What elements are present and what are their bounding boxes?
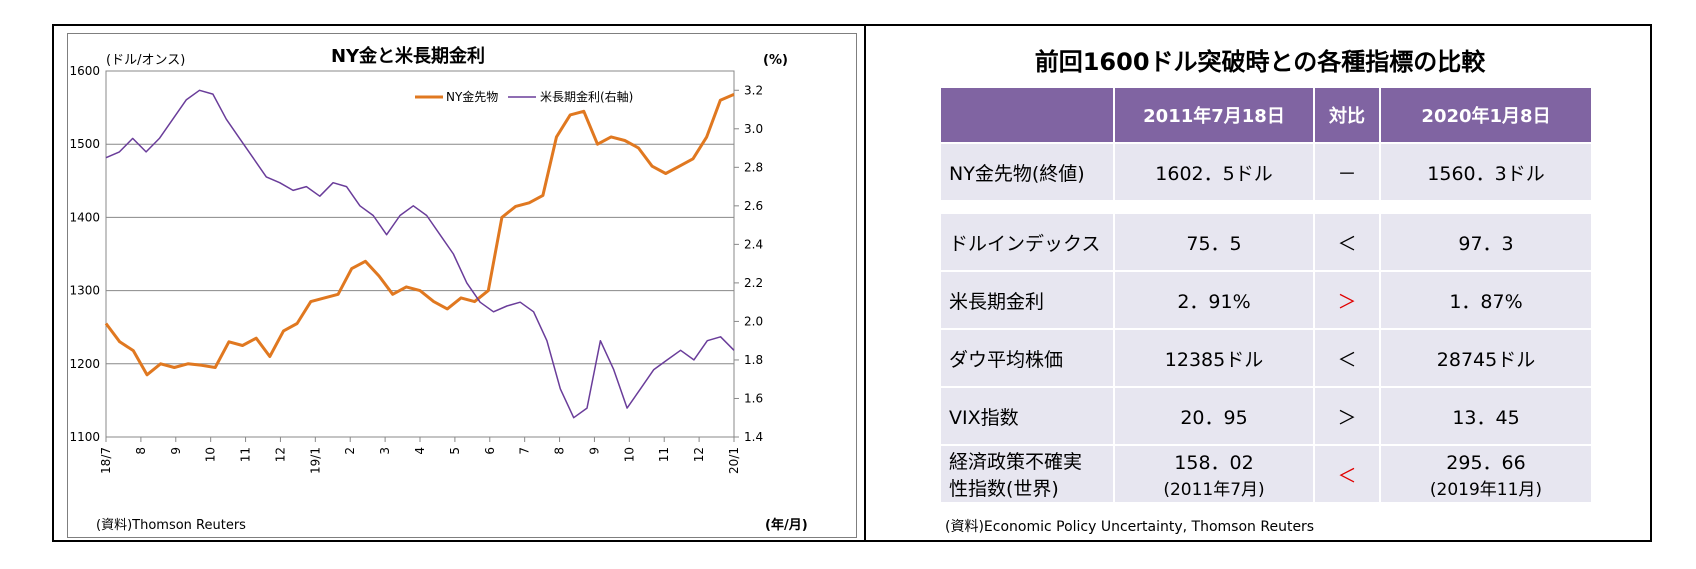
panel-divider [864,24,866,542]
comparison-source: (資料)Economic Policy Uncertainty, Thomson… [945,519,1315,535]
x-tick-label: 9 [587,447,601,455]
y-left-tick-label: 1300 [69,284,100,298]
outer-frame [52,24,1652,542]
row-label-line2: 性指数(世界) [949,478,1059,500]
y-right-tick-label: 2.0 [744,314,763,328]
x-tick-label: 3 [378,447,392,455]
x-tick-label: 20/1 [727,447,741,474]
row-label-line1: 経済政策不確実 [949,451,1083,473]
rate-series-line [105,89,735,419]
y-right-tick-label: 3.0 [744,122,763,136]
compare-sign: ＜ [1315,330,1379,386]
value-2020-main: 295．66 [1446,452,1526,474]
compare-sign: － [1315,144,1379,200]
x-tick-label: 10 [622,447,636,462]
legend-gold-label: NY金先物 [446,89,498,104]
table-row: 米長期金利 2．91% ＞ 1．87% [941,272,1591,328]
x-tick-label: 9 [169,447,183,455]
chart-svg: NY金と米長期金利 (ドル/オンス) (%) (年/月) (資料)Thomson… [69,45,808,533]
x-tick-label: 8 [134,447,148,455]
chart-source: (資料)Thomson Reuters [96,518,246,533]
x-unit: (年/月) [765,517,808,533]
header-2011: 2011年7月18日 [1115,88,1313,142]
y-right-tick-label: 1.4 [744,430,763,444]
row-gap [941,202,1591,212]
value-2020: 295．66 (2019年11月) [1381,446,1591,502]
table-header-row: 2011年7月18日 対比 2020年1月8日 [941,88,1591,142]
chart-title: NY金と米長期金利 [331,45,485,67]
comparison-table: 2011年7月18日 対比 2020年1月8日 NY金先物(終値) 1602．5… [939,86,1593,504]
y-right-tick-label: 2.2 [744,276,763,290]
x-tick-label: 6 [483,447,497,455]
x-tick-label: 7 [518,447,532,455]
value-2020-sub: (2019年11月) [1429,480,1543,500]
compare-sign: ＞ [1315,272,1379,328]
y-right-tick-label: 2.8 [744,160,763,174]
x-tick-label: 12 [273,447,287,462]
y-right-tick-label: 3.2 [744,83,763,97]
x-tick-label: 11 [239,447,253,462]
gold-series-line [104,93,735,377]
y-left-tick-label: 1100 [69,430,100,444]
x-tick-label: 5 [448,447,462,455]
value-2020: 13．45 [1381,388,1591,444]
x-tick-label: 2 [343,447,357,455]
header-empty [941,88,1113,142]
compare-sign: ＜ [1315,446,1379,502]
y-right-tick-label: 2.4 [744,237,763,251]
table-row: 経済政策不確実 性指数(世界) 158．02 (2011年7月) ＜ 295．6… [941,446,1591,502]
row-label: ダウ平均株価 [941,330,1113,386]
legend-rate-label: 米長期金利(右軸) [540,89,633,104]
row-label: VIX指数 [941,388,1113,444]
value-2020: 1560．3ドル [1381,144,1591,200]
value-2020: 1．87% [1381,272,1591,328]
value-2011: 12385ドル [1115,330,1313,386]
y-right-tick-label: 1.6 [744,391,763,405]
y-right-tick-label: 1.8 [744,353,763,367]
y-right-tick-label: 2.6 [744,199,763,213]
value-2011: 75．5 [1115,214,1313,270]
value-2011: 1602．5ドル [1115,144,1313,200]
value-2020: 28745ドル [1381,330,1591,386]
y-left-tick-label: 1600 [69,64,100,78]
x-tick-label: 19/1 [308,447,322,474]
y-left-tick-label: 1400 [69,210,100,224]
value-2011-sub: (2011年7月) [1163,480,1265,500]
plot-area [105,70,735,438]
row-label: 経済政策不確実 性指数(世界) [941,446,1113,502]
y-right-unit: (%) [763,53,788,68]
value-2011: 20．95 [1115,388,1313,444]
chart-legend: NY金先物 米長期金利(右軸) [415,89,633,104]
table-row: VIX指数 20．95 ＞ 13．45 [941,388,1591,444]
row-label: NY金先物(終値) [941,144,1113,200]
x-tick-label: 12 [692,447,706,462]
value-2011: 158．02 (2011年7月) [1115,446,1313,502]
y-left-unit: (ドル/オンス) [106,53,185,68]
y-left-tick-label: 1500 [69,137,100,151]
row-label: 米長期金利 [941,272,1113,328]
comparison-title: 前回1600ドル突破時との各種指標の比較 [1034,48,1486,76]
header-compare: 対比 [1315,88,1379,142]
value-2011: 2．91% [1115,272,1313,328]
compare-sign: ＜ [1315,214,1379,270]
value-2011-main: 158．02 [1174,452,1254,474]
x-tick-label: 8 [553,447,567,455]
table-row: ドルインデックス 75．5 ＜ 97．3 [941,214,1591,270]
x-tick-label: 11 [657,447,671,462]
table-row: NY金先物(終値) 1602．5ドル － 1560．3ドル [941,144,1591,200]
compare-sign: ＞ [1315,388,1379,444]
chart-panel: NY金と米長期金利 (ドル/オンス) (%) (年/月) (資料)Thomson… [67,33,857,538]
x-tick-label: 4 [413,447,427,455]
table-row: ダウ平均株価 12385ドル ＜ 28745ドル [941,330,1591,386]
y-left-tick-label: 1200 [69,357,100,371]
x-tick-label: 10 [204,447,218,462]
value-2020: 97．3 [1381,214,1591,270]
header-2020: 2020年1月8日 [1381,88,1591,142]
x-tick-label: 18/7 [99,447,113,474]
row-label: ドルインデックス [941,214,1113,270]
